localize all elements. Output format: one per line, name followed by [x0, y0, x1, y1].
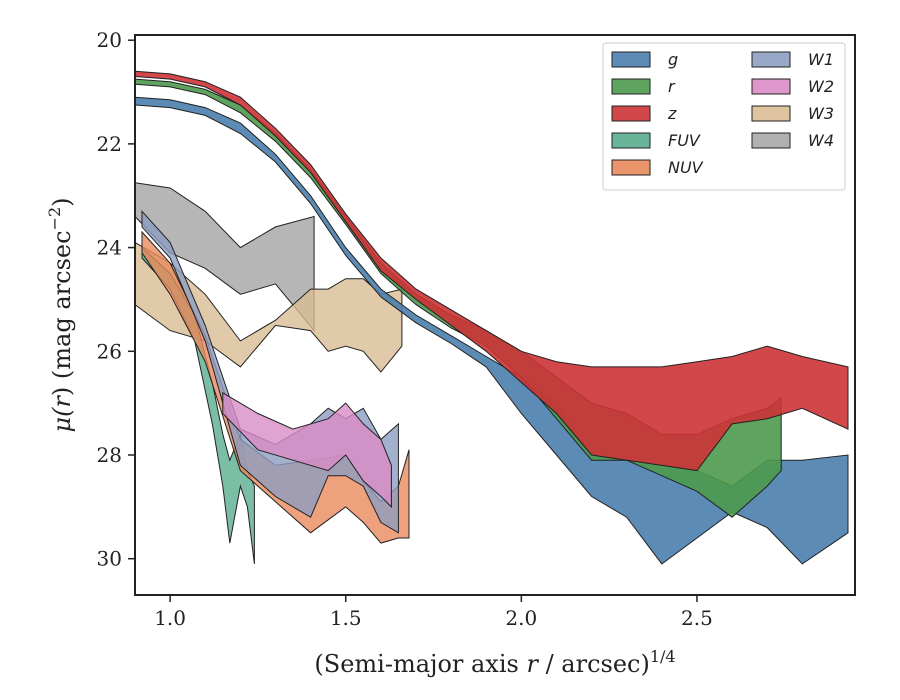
y-tick-label: 26: [97, 339, 122, 363]
band-g: [135, 96, 849, 565]
legend-swatch-g: [611, 51, 651, 68]
legend: grz FUV NUV W1 W2 W3 W4: [602, 42, 846, 191]
legend-swatch-z: [611, 105, 651, 122]
legend-label-w1: W1: [808, 50, 834, 69]
x-axis: 1.0 1.5 2.0 2.5: [154, 595, 713, 630]
x-tick-label: 2.0: [505, 606, 537, 630]
y-tick-label: 30: [97, 547, 122, 571]
legend-label-g: g: [668, 50, 678, 69]
legend-label-z: z: [667, 104, 677, 123]
y-tick-label: 20: [97, 28, 122, 52]
y-tick-label: 28: [97, 443, 122, 467]
legend-swatch-fuv: [611, 132, 651, 149]
y-axis-label: μ(r) (mag arcsec−2): [45, 197, 76, 432]
x-tick-label: 1.5: [330, 606, 362, 630]
x-tick-label: 2.5: [681, 606, 713, 630]
legend-label-w3: W3: [808, 104, 834, 123]
legend-swatch-r: [611, 78, 651, 95]
legend-swatch-nuv: [611, 159, 651, 176]
legend-label-r: r: [668, 77, 676, 96]
band-layer: [135, 70, 849, 565]
legend-swatch-w1: [751, 51, 791, 68]
x-tick-label: 1.0: [154, 606, 186, 630]
legend-swatch-w3: [751, 105, 791, 122]
legend-swatch-w2: [751, 78, 791, 95]
y-tick-label: 24: [97, 236, 122, 260]
legend-swatch-w4: [751, 132, 791, 149]
legend-label-w2: W2: [808, 77, 834, 96]
x-axis-label: (Semi-major axis r / arcsec)1/4: [314, 647, 675, 678]
y-axis: 20 22 24 26 28 30: [97, 28, 135, 571]
legend-label-nuv: NUV: [668, 158, 704, 177]
y-tick-label: 22: [97, 132, 122, 156]
plot-frame: [134, 34, 856, 596]
band-w2: [222, 391, 392, 509]
legend-label-fuv: FUV: [668, 131, 701, 150]
legend-label-w4: W4: [808, 131, 834, 150]
band-z: [135, 70, 849, 472]
